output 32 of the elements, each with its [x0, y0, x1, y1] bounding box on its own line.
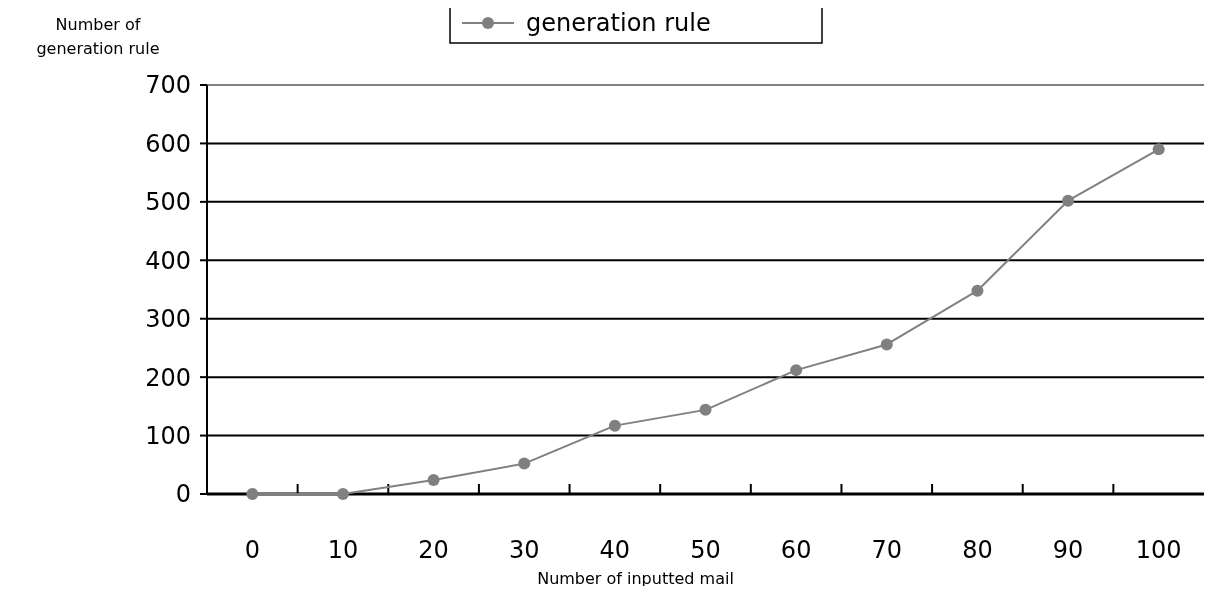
point — [427, 473, 440, 486]
y-tick-label: 500 — [145, 188, 191, 217]
point — [246, 488, 259, 500]
point — [336, 488, 349, 500]
x-tick-label: 90 — [1052, 536, 1084, 564]
x-tick-label: 30 — [508, 536, 540, 564]
point — [518, 457, 531, 470]
y-tick-label: 0 — [175, 480, 191, 509]
x-tick-label: 100 — [1135, 536, 1182, 564]
x-tick-label: 20 — [418, 536, 449, 564]
point — [608, 419, 621, 432]
point — [880, 338, 893, 351]
y-tick-label: 200 — [145, 363, 191, 392]
y-tick-label: 100 — [145, 421, 191, 450]
x-tick-label: 40 — [599, 536, 631, 564]
x-tick-label: 0 — [244, 536, 260, 564]
legend-label: generation rule — [526, 9, 711, 38]
y-tick-label: 600 — [145, 129, 191, 158]
point — [1062, 194, 1075, 207]
x-tick-label: 50 — [690, 536, 721, 564]
x-tick-label: 70 — [871, 536, 903, 564]
x-tick-label: 60 — [780, 536, 812, 564]
y-tick-label: 300 — [145, 305, 191, 334]
y-axis-title: Number of generation rule — [36, 15, 160, 58]
point — [699, 403, 712, 416]
point — [1152, 143, 1165, 156]
point — [971, 284, 984, 297]
x-tick-label: 80 — [962, 536, 993, 564]
point — [790, 364, 803, 377]
y-tick-label: 400 — [145, 246, 191, 275]
x-tick-label: 10 — [327, 536, 359, 564]
y-tick-label: 700 — [145, 71, 191, 100]
